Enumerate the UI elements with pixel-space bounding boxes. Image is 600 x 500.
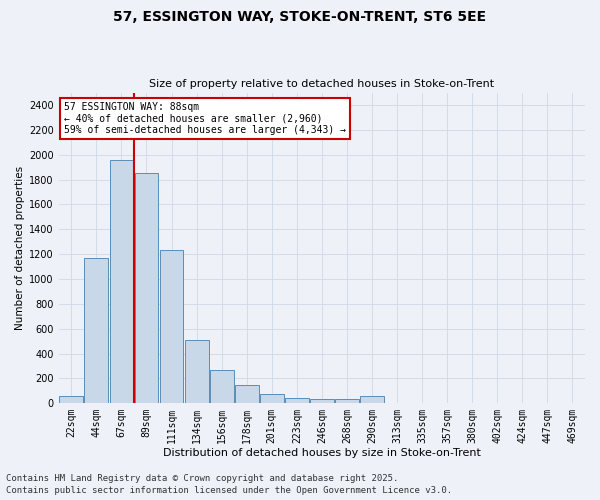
Bar bbox=[360, 396, 384, 403]
Text: 57, ESSINGTON WAY, STOKE-ON-TRENT, ST6 5EE: 57, ESSINGTON WAY, STOKE-ON-TRENT, ST6 5… bbox=[113, 10, 487, 24]
Y-axis label: Number of detached properties: Number of detached properties bbox=[15, 166, 25, 330]
Bar bbox=[285, 398, 309, 403]
Bar bbox=[235, 384, 259, 403]
Bar bbox=[59, 396, 83, 403]
Bar bbox=[160, 250, 184, 403]
Bar bbox=[310, 399, 334, 403]
X-axis label: Distribution of detached houses by size in Stoke-on-Trent: Distribution of detached houses by size … bbox=[163, 448, 481, 458]
Text: 57 ESSINGTON WAY: 88sqm
← 40% of detached houses are smaller (2,960)
59% of semi: 57 ESSINGTON WAY: 88sqm ← 40% of detache… bbox=[64, 102, 346, 135]
Bar bbox=[210, 370, 233, 403]
Bar bbox=[110, 160, 133, 403]
Bar bbox=[260, 394, 284, 403]
Bar bbox=[185, 340, 209, 403]
Title: Size of property relative to detached houses in Stoke-on-Trent: Size of property relative to detached ho… bbox=[149, 79, 494, 89]
Bar bbox=[85, 258, 108, 403]
Bar bbox=[134, 174, 158, 403]
Text: Contains HM Land Registry data © Crown copyright and database right 2025.
Contai: Contains HM Land Registry data © Crown c… bbox=[6, 474, 452, 495]
Bar bbox=[335, 400, 359, 403]
